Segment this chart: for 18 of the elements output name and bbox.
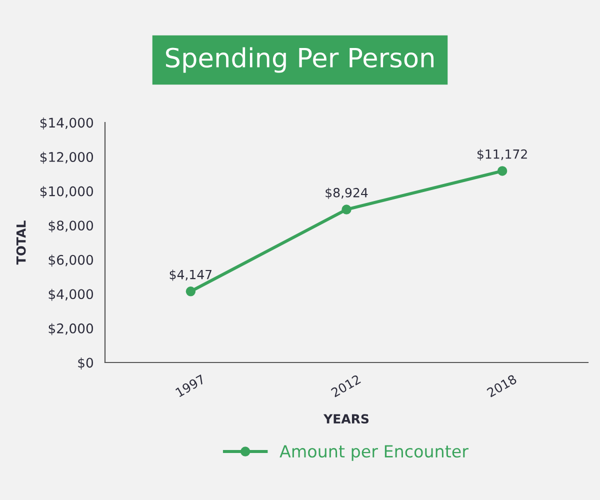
point: [342, 204, 352, 214]
data-label: $11,172: [478, 149, 527, 160]
y-tick-label: $0: [78, 357, 94, 370]
data-label: $4,147: [170, 270, 212, 281]
y-tick-label: $12,000: [40, 152, 94, 164]
y-axis-title: TOTAL: [16, 220, 26, 265]
y-tick-label: $8,000: [48, 220, 94, 232]
y-tick-label: $4,000: [48, 288, 94, 301]
data-label: $8,924: [326, 188, 368, 200]
y-tick-label: $10,000: [40, 186, 94, 198]
x-axis-title: YEARS: [323, 414, 369, 424]
legend-label: Amount per Encounter: [280, 445, 468, 461]
point: [497, 166, 508, 176]
y-tick-label: $2,000: [48, 323, 94, 336]
chart-title: Spending Per Person: [166, 47, 434, 73]
y-tick-label: $6,000: [48, 254, 94, 267]
point: [186, 286, 196, 296]
y-tick-label: $14,000: [40, 117, 94, 130]
